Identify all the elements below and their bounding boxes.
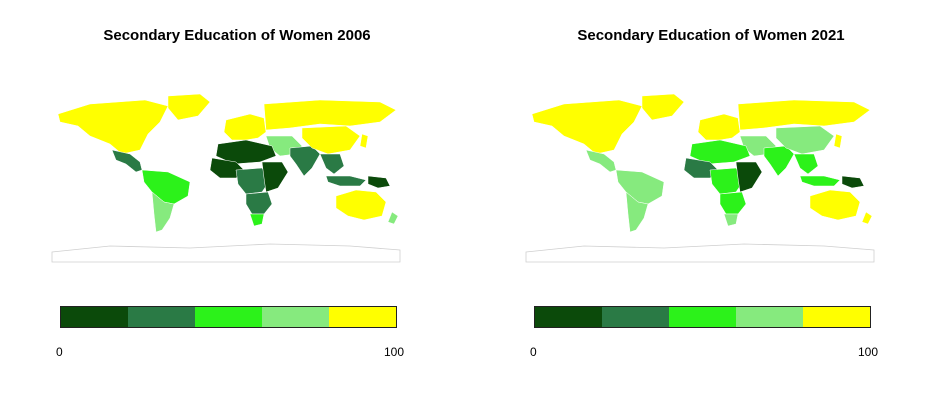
region-south-asia [289, 145, 321, 177]
legend-swatch-3 [669, 307, 736, 327]
region-greenland [641, 93, 685, 121]
legend-swatch-1 [61, 307, 128, 327]
region-antarctica [51, 243, 401, 263]
region-australia [335, 189, 387, 221]
legend-swatch-4 [262, 307, 329, 327]
region-south-america-south [151, 191, 175, 233]
color-legend [534, 306, 871, 328]
legend-swatch-2 [128, 307, 195, 327]
region-central-africa [709, 167, 745, 195]
region-japan [359, 133, 369, 149]
region-europe [223, 113, 267, 141]
region-japan [833, 133, 843, 149]
legend-min-label: 0 [530, 345, 537, 359]
legend-max-label: 100 [384, 345, 405, 359]
region-new-zealand [861, 211, 873, 225]
region-central-africa [235, 167, 271, 195]
region-southern-africa [719, 191, 747, 215]
region-china [301, 125, 361, 155]
legend-min-label: 0 [56, 345, 63, 359]
region-north-america [57, 99, 169, 155]
legend-swatch-2 [602, 307, 669, 327]
legend-swatch-5 [803, 307, 870, 327]
region-central-america [111, 149, 143, 173]
region-central-america [585, 149, 617, 173]
region-southeast-asia [793, 153, 819, 175]
legend-swatch-3 [195, 307, 262, 327]
region-south-africa [249, 213, 265, 227]
region-greenland [167, 93, 211, 121]
region-new-zealand [387, 211, 399, 225]
region-south-asia [763, 145, 795, 177]
map-panel-2006: Secondary Education of Women 2006 0 100 [51, 27, 405, 359]
region-antarctica [525, 243, 875, 263]
region-south-america-north [141, 169, 191, 205]
world-map [51, 93, 401, 263]
region-indonesia [325, 175, 367, 187]
region-indonesia [799, 175, 841, 187]
region-east-africa [261, 161, 289, 193]
region-north-africa [215, 139, 277, 165]
region-australia [809, 189, 861, 221]
color-legend [60, 306, 397, 328]
region-north-america [531, 99, 643, 155]
legend-max-label: 100 [858, 345, 879, 359]
region-europe [697, 113, 741, 141]
map-panel-2021: Secondary Education of Women 2021 0 100 [474, 0, 948, 407]
region-china [775, 125, 835, 155]
legend-swatch-4 [736, 307, 803, 327]
region-russia [263, 99, 397, 131]
region-south-america-north [615, 169, 665, 205]
region-southern-africa [245, 191, 273, 215]
legend-swatch-5 [329, 307, 396, 327]
region-south-america-south [625, 191, 649, 233]
world-map [525, 93, 875, 263]
region-north-africa [689, 139, 751, 165]
region-papua [367, 175, 391, 189]
region-papua [841, 175, 865, 189]
region-south-africa [723, 213, 739, 227]
map-title: Secondary Education of Women 2006 [103, 27, 371, 44]
legend-swatch-1 [535, 307, 602, 327]
region-southeast-asia [319, 153, 345, 175]
region-east-africa [735, 161, 763, 193]
map-title: Secondary Education of Women 2021 [577, 27, 845, 44]
region-russia [737, 99, 871, 131]
